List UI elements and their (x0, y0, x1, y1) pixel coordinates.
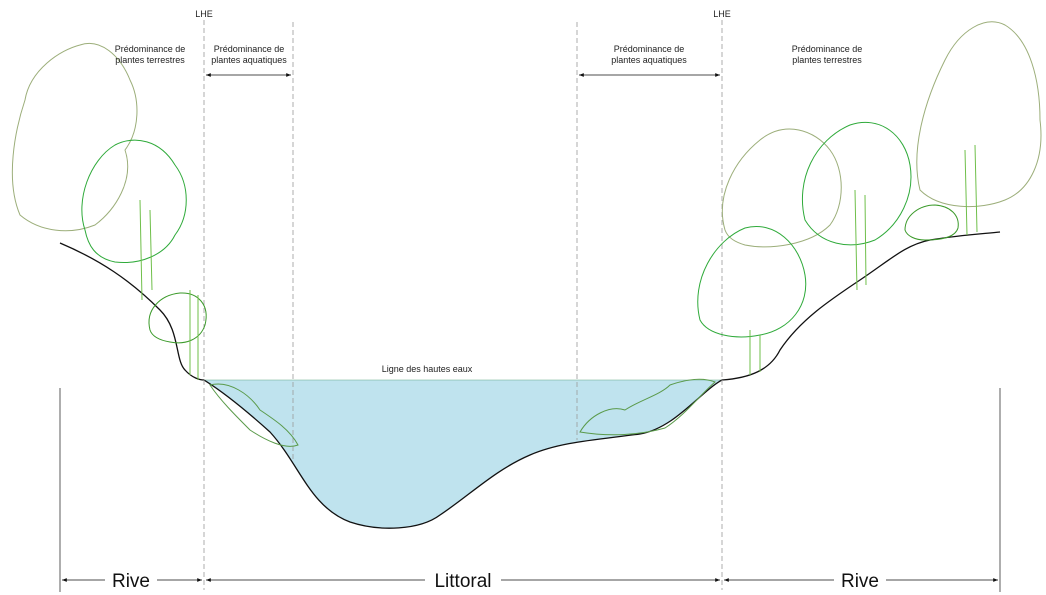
lhe-label: LHE (713, 9, 731, 19)
label-bg (425, 570, 501, 590)
zone-note: plantes aquatiques (211, 55, 287, 65)
water-line-label: Ligne des hautes eaux (382, 364, 473, 374)
water (204, 380, 722, 529)
zone-note: Prédominance de (214, 44, 285, 54)
zone-note: plantes terrestres (792, 55, 862, 65)
label-bg (834, 570, 886, 590)
label-bg (105, 570, 157, 590)
zone-label: Littoral (434, 571, 491, 592)
trees-right (579, 21, 1042, 436)
zone-note: Prédominance de (115, 44, 186, 54)
terrain (59, 231, 1001, 529)
zone-label: Rive (112, 571, 150, 592)
zone-note: Prédominance de (614, 44, 685, 54)
zone-label: Rive (841, 571, 879, 592)
lhe-label: LHE (195, 9, 213, 19)
trees-left (11, 43, 299, 447)
zone-note: plantes aquatiques (611, 55, 687, 65)
zone-note: plantes terrestres (115, 55, 185, 65)
zone-note: Prédominance de (792, 44, 863, 54)
